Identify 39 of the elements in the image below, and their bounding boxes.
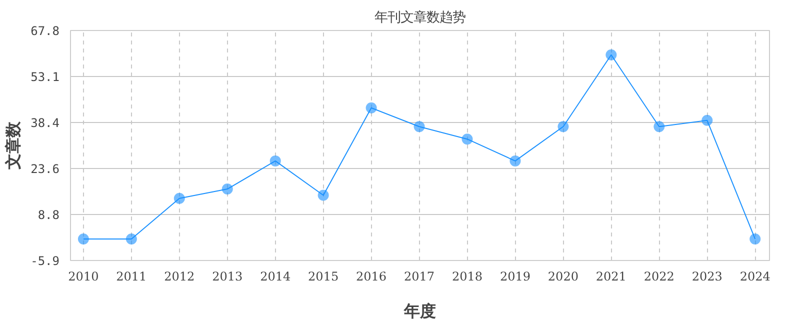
- x-tick-label: 2023: [692, 270, 722, 284]
- y-tick-label: 38.4: [30, 116, 60, 130]
- y-tick-label: 23.6: [30, 162, 60, 176]
- point: [462, 134, 473, 145]
- point: [558, 121, 569, 132]
- point: [606, 49, 617, 60]
- y-tick-label: 67.8: [30, 24, 60, 38]
- y-axis-title: 文章数: [4, 120, 23, 170]
- point: [750, 233, 761, 244]
- y-tick-label: 53.1: [30, 70, 60, 84]
- point: [126, 233, 137, 244]
- point: [702, 114, 713, 126]
- x-tick-label: 2020: [548, 270, 578, 284]
- x-tick-label: 2010: [68, 270, 99, 284]
- point: [510, 155, 521, 166]
- x-tick-label: 2022: [644, 270, 674, 284]
- x-tick-label: 2015: [308, 270, 339, 284]
- x-tick-label: 2024: [740, 270, 771, 284]
- x-axis-title: 年度: [403, 302, 436, 320]
- point: [654, 121, 665, 132]
- x-tick-label: 2012: [164, 270, 195, 284]
- y-tick-label: -5.9: [30, 254, 60, 268]
- x-tick-label: 2016: [356, 270, 387, 284]
- point: [174, 192, 185, 204]
- x-tick-label: 2014: [260, 270, 291, 284]
- point: [414, 121, 425, 132]
- point: [270, 155, 281, 166]
- x-tick-label: 2019: [500, 270, 531, 284]
- point: [366, 102, 377, 114]
- x-tick-label: 2011: [116, 270, 147, 284]
- x-tick-label: 2018: [452, 270, 483, 284]
- chart-title: 年刊文章数趋势: [374, 10, 466, 26]
- x-tick-label: 2021: [596, 270, 626, 284]
- point: [78, 233, 89, 244]
- point: [318, 190, 329, 201]
- point: [222, 184, 233, 195]
- y-tick-label: 8.8: [38, 208, 60, 222]
- x-tick-label: 2013: [212, 270, 243, 284]
- x-tick-label: 2017: [404, 270, 435, 284]
